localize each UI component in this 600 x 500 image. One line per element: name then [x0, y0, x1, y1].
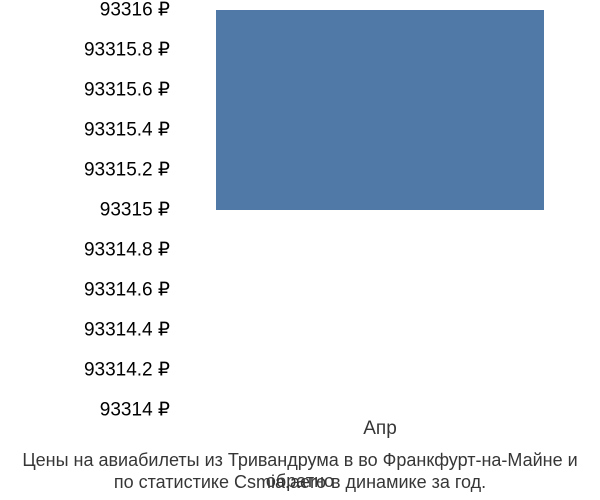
chart-container: 93316 ₽ 93315.8 ₽ 93315.6 ₽ 93315.4 ₽ 93315.… — [0, 0, 600, 500]
y-tick-label: 93314.4 ₽ — [84, 319, 170, 342]
caption-line2: по статистике Csmia.aero в динамике за г… — [0, 472, 600, 493]
y-axis: 93316 ₽93315.8 ₽93315.6 ₽93315.4 ₽93315.… — [0, 10, 175, 410]
y-tick-label: 93315.2 ₽ — [84, 159, 170, 182]
y-tick-label: 93314 ₽ — [100, 399, 170, 422]
y-tick-label: 93316 ₽ — [100, 0, 170, 22]
y-tick-label: 93314.8 ₽ — [84, 239, 170, 262]
plot-area — [180, 10, 580, 410]
x-axis: Апр — [180, 410, 580, 440]
y-tick-label: 93314.6 ₽ — [84, 279, 170, 302]
y-tick-label: 93315 ₽ — [100, 199, 170, 222]
x-tick-label: Апр — [363, 418, 397, 440]
bar — [216, 10, 544, 210]
y-tick-label: 93315.6 ₽ — [84, 79, 170, 102]
y-tick-label: 93315.8 ₽ — [84, 39, 170, 62]
y-tick-label: 93314.2 ₽ — [84, 359, 170, 382]
y-tick-label: 93315.4 ₽ — [84, 119, 170, 142]
